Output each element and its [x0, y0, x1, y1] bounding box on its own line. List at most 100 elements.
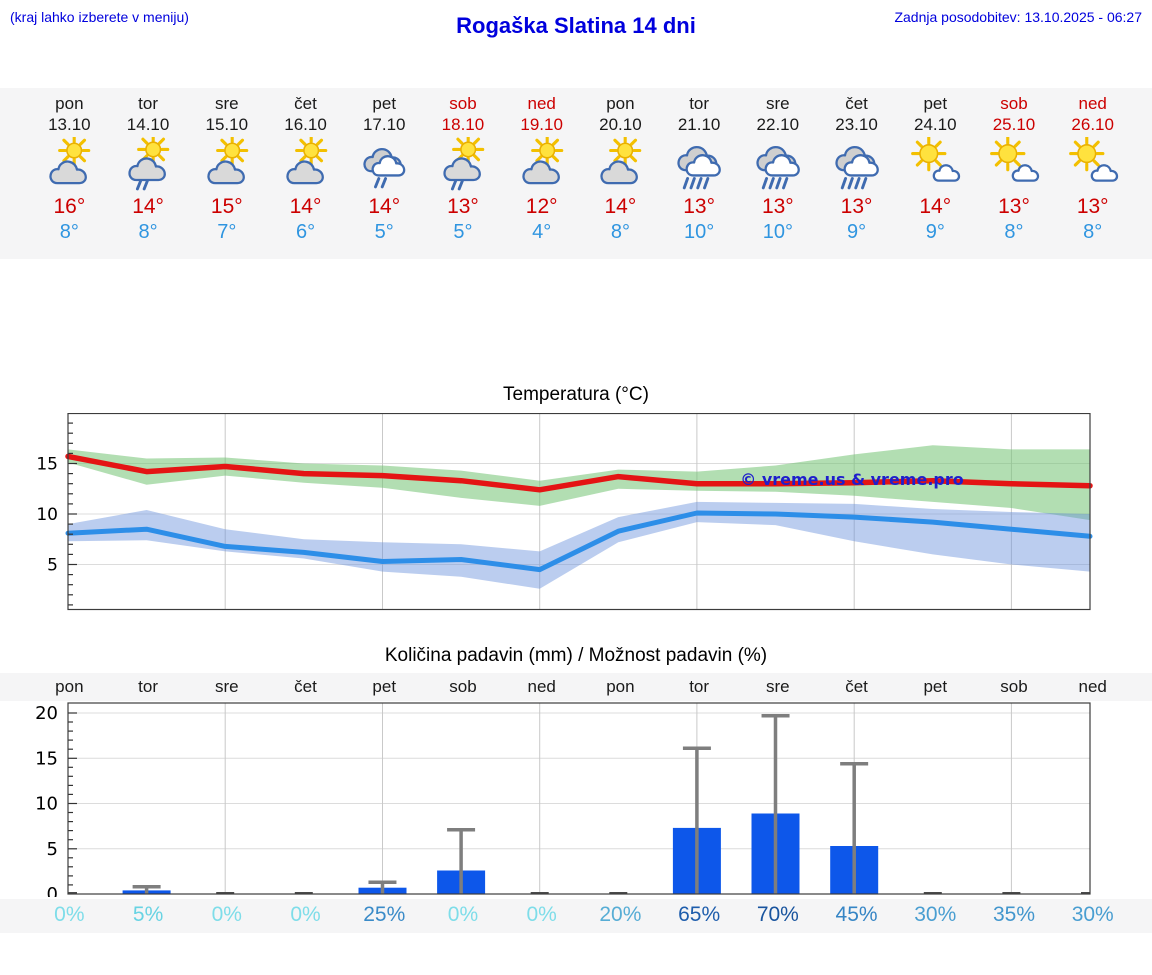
pop-value: 0% [54, 903, 85, 926]
svg-text:10: 10 [36, 505, 58, 525]
day-column: čet 16.10 14° 6° [266, 88, 345, 259]
day-column: sob 18.10 13° 5° [424, 88, 503, 259]
last-update-text: Zadnja posodobitev: 13.10.2025 - 06:27 [894, 9, 1142, 25]
precip-day-label: čet [294, 677, 317, 696]
sun-cloud-rain-icon [109, 137, 188, 193]
day-column: tor 21.10 13° 10° [660, 88, 739, 259]
day-column: ned 19.10 12° 4° [502, 88, 581, 259]
day-date: 20.10 [599, 115, 642, 134]
day-name: pet [923, 94, 948, 113]
temp-low: 9° [925, 221, 945, 243]
day-column: čet 23.10 13° 9° [817, 88, 896, 259]
precip-day-label: pet [923, 677, 948, 696]
precip-day-label: sre [214, 677, 239, 696]
temp-high: 13° [998, 195, 1030, 218]
temp-high: 14° [919, 195, 952, 218]
temp-low: 8° [1083, 221, 1103, 243]
day-name: čet [294, 94, 317, 113]
temp-high: 12° [525, 195, 558, 218]
day-column: pon 13.10 16° 8° [30, 88, 109, 259]
sun-small-cloud-icon [975, 137, 1054, 193]
temp-high: 14° [132, 195, 164, 218]
precip-day-label: tor [689, 677, 710, 696]
precip-day-label: pet [372, 677, 397, 696]
temp-low: 5° [453, 221, 473, 243]
day-date: 25.10 [992, 115, 1036, 134]
pop-value: 5% [132, 903, 164, 926]
pop-value: 0% [211, 903, 242, 926]
temp-low: 6° [295, 221, 316, 243]
precipitation-day-labels: pon tor sre čet pet sob ned pon tor sre čet pet sob n… [0, 673, 1152, 701]
pop-value: 0% [290, 903, 321, 926]
cloud-heavy-rain-icon [660, 137, 739, 193]
svg-text:5: 5 [47, 839, 58, 860]
temp-high: 14° [289, 195, 322, 218]
pop-value: 35% [992, 903, 1035, 926]
svg-text:15: 15 [35, 748, 58, 769]
day-name: sob [449, 94, 477, 113]
day-name: tor [138, 94, 158, 113]
pop-value: 20% [599, 903, 642, 926]
svg-text:20: 20 [35, 703, 58, 724]
sun-cloud-icon [581, 137, 660, 193]
day-name: čet [845, 94, 868, 113]
day-date: 19.10 [520, 115, 563, 134]
temp-high: 13° [1076, 195, 1109, 218]
day-name: tor [689, 94, 710, 113]
temp-low: 7° [217, 221, 237, 243]
day-date: 15.10 [205, 115, 249, 134]
day-column: sre 15.10 15° 7° [187, 88, 266, 259]
pop-value: 0% [526, 903, 557, 926]
sun-cloud-icon [30, 137, 109, 193]
pop-value: 0% [447, 903, 479, 926]
precip-day-label: čet [845, 677, 868, 696]
temp-low: 9° [846, 221, 867, 243]
precip-day-label: pon [606, 677, 635, 696]
temperature-chart-title: Temperatura (°C) [503, 384, 649, 405]
cloud-rain-icon [345, 137, 424, 193]
cloud-heavy-rain-icon [738, 137, 817, 193]
day-name: pon [55, 94, 84, 113]
day-date: 14.10 [126, 115, 170, 134]
forecast-strip: pon 13.10 16° 8° tor 14.10 14° 8° sre 15.10 15° 7° č… [0, 88, 1152, 259]
temp-low: 10° [762, 221, 793, 243]
svg-text:5: 5 [47, 556, 58, 576]
temp-high: 15° [210, 195, 243, 218]
precipitation-chart-title: Količina padavin (mm) / Možnost padavin … [384, 645, 768, 666]
day-name: ned [527, 94, 556, 113]
precip-day-label: ned [1078, 677, 1107, 696]
svg-text:10: 10 [35, 794, 58, 815]
pop-value: 25% [363, 903, 406, 926]
precip-day-label: ned [527, 677, 556, 696]
day-date: 17.10 [362, 115, 406, 134]
precip-day-label: sob [449, 677, 477, 696]
pop-value: 65% [678, 903, 721, 926]
day-column: pet 24.10 14° 9° [896, 88, 975, 259]
precip-day-label: sob [1000, 677, 1028, 696]
day-column: tor 14.10 14° 8° [109, 88, 188, 259]
day-name: sre [766, 94, 790, 113]
svg-text:15: 15 [36, 455, 58, 475]
watermark: © vreme.us & vreme.pro [740, 470, 963, 489]
day-name: sre [214, 94, 239, 113]
temp-high: 13° [447, 195, 479, 218]
day-date: 26.10 [1071, 115, 1114, 134]
day-name: pon [606, 94, 635, 113]
precipitation-probability-row: 0% 5% 0% 0% 25% 0% 0% 20% 65% 70% 45% 30% 35% 30% [0, 899, 1152, 933]
temp-high: 13° [840, 195, 873, 218]
precip-day-label: tor [138, 677, 158, 696]
temp-low: 8° [59, 221, 79, 243]
sun-small-cloud-icon [1053, 137, 1132, 193]
temp-low: 8° [138, 221, 158, 243]
temp-low: 8° [1004, 221, 1024, 243]
temp-high: 16° [53, 195, 86, 218]
sun-cloud-icon [502, 137, 581, 193]
menu-hint-text: (kraj lahko izberete v meniju) [10, 9, 189, 25]
day-name: pet [372, 94, 397, 113]
sun-cloud-icon [187, 137, 266, 193]
day-column: sob 25.10 13° 8° [975, 88, 1054, 259]
day-date: 24.10 [913, 115, 957, 134]
sun-cloud-icon [266, 137, 345, 193]
precip-day-label: pon [55, 677, 84, 696]
